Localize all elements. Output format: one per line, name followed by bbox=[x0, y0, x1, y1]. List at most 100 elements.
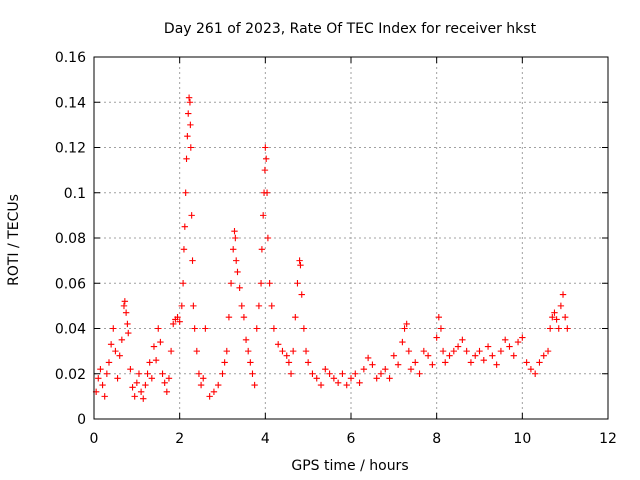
y-axis-label: ROTI / TECUs bbox=[6, 194, 22, 286]
roti-point bbox=[420, 347, 428, 355]
roti-point bbox=[140, 395, 147, 402]
roti-point bbox=[298, 291, 305, 298]
roti-point bbox=[144, 370, 151, 377]
roti-point bbox=[352, 370, 359, 377]
roti-point bbox=[294, 280, 301, 287]
roti-point bbox=[390, 352, 398, 359]
roti-point bbox=[544, 347, 552, 355]
roti-point bbox=[476, 347, 483, 355]
roti-point bbox=[251, 381, 258, 389]
roti-point bbox=[215, 381, 222, 389]
x-tick-label: 12 bbox=[599, 431, 617, 447]
roti-point bbox=[394, 361, 402, 368]
roti-point bbox=[287, 370, 295, 377]
roti-point bbox=[268, 302, 275, 310]
roti-point bbox=[176, 318, 183, 325]
roti-point bbox=[285, 359, 293, 366]
roti-point bbox=[180, 246, 188, 253]
roti-point bbox=[181, 223, 189, 230]
axis-ticks bbox=[93, 56, 609, 420]
roti-point bbox=[191, 325, 198, 332]
roti-point bbox=[118, 336, 126, 344]
roti-point bbox=[195, 370, 203, 377]
roti-point bbox=[463, 347, 470, 355]
roti-point bbox=[296, 257, 303, 264]
roti-point bbox=[416, 370, 423, 377]
roti-point bbox=[232, 234, 239, 242]
roti-point bbox=[152, 356, 160, 364]
roti-point bbox=[101, 393, 108, 400]
roti-point bbox=[245, 347, 252, 355]
roti-point bbox=[262, 144, 269, 151]
roti-point bbox=[302, 347, 310, 355]
roti-point bbox=[170, 320, 177, 328]
roti-point bbox=[536, 359, 543, 366]
x-tick-label: 4 bbox=[261, 431, 270, 447]
roti-point bbox=[182, 189, 189, 196]
chart-title: Day 261 of 2023, Rate Of TEC Index for r… bbox=[164, 21, 537, 37]
y-tick-label: 0.08 bbox=[55, 231, 86, 247]
roti-point bbox=[210, 388, 218, 396]
roti-point bbox=[531, 370, 539, 377]
roti-point bbox=[289, 347, 297, 355]
roti-point bbox=[412, 359, 419, 366]
roti-point bbox=[553, 316, 560, 323]
roti-point bbox=[206, 393, 213, 400]
roti-point bbox=[403, 320, 410, 328]
roti-point bbox=[266, 280, 273, 287]
y-tick-label: 0.02 bbox=[55, 367, 86, 383]
roti-point bbox=[263, 189, 271, 196]
y-tick-label: 0.14 bbox=[55, 95, 86, 111]
roti-point bbox=[105, 359, 113, 366]
roti-point bbox=[258, 246, 266, 253]
roti-point bbox=[270, 325, 278, 332]
roti-point bbox=[442, 359, 449, 366]
y-tick-label: 0.12 bbox=[55, 141, 86, 157]
roti-point bbox=[493, 361, 500, 368]
roti-point bbox=[190, 302, 197, 310]
roti-point bbox=[467, 359, 475, 366]
roti-point bbox=[129, 384, 136, 391]
roti-point bbox=[242, 336, 250, 344]
roti-point bbox=[514, 338, 522, 346]
roti-point bbox=[283, 352, 290, 359]
roti-point bbox=[133, 379, 141, 386]
roti-point bbox=[459, 336, 466, 344]
roti-point bbox=[527, 366, 535, 373]
roti-point bbox=[110, 325, 117, 332]
roti-point bbox=[197, 381, 205, 389]
grid-lines bbox=[94, 57, 608, 419]
roti-point bbox=[264, 234, 272, 242]
roti-point bbox=[121, 298, 129, 305]
roti-point bbox=[131, 393, 138, 400]
roti-point bbox=[546, 325, 554, 332]
roti-point bbox=[540, 352, 547, 359]
roti-point bbox=[561, 313, 569, 321]
roti-point bbox=[146, 359, 153, 366]
roti-point bbox=[339, 370, 346, 377]
roti-point bbox=[377, 370, 385, 377]
roti-point bbox=[120, 302, 128, 310]
y-tick-label: 0 bbox=[77, 412, 86, 428]
roti-point bbox=[184, 132, 191, 140]
roti-point bbox=[155, 325, 162, 332]
roti-point bbox=[227, 280, 235, 287]
roti-point bbox=[322, 366, 329, 373]
roti-point bbox=[364, 354, 372, 362]
roti-point bbox=[125, 329, 132, 337]
roti-point bbox=[148, 375, 156, 382]
roti-point bbox=[253, 325, 260, 332]
roti-point bbox=[356, 379, 363, 386]
roti-point bbox=[317, 381, 325, 389]
roti-point bbox=[555, 325, 562, 332]
roti-point bbox=[163, 388, 171, 396]
roti-point bbox=[309, 370, 316, 377]
roti-point bbox=[369, 361, 376, 368]
roti-point bbox=[424, 352, 432, 359]
roti-point bbox=[259, 212, 267, 219]
roti-point bbox=[124, 320, 131, 328]
roti-point bbox=[399, 338, 406, 346]
roti-point bbox=[233, 257, 240, 264]
roti-point bbox=[221, 359, 228, 366]
roti-point bbox=[255, 302, 263, 310]
